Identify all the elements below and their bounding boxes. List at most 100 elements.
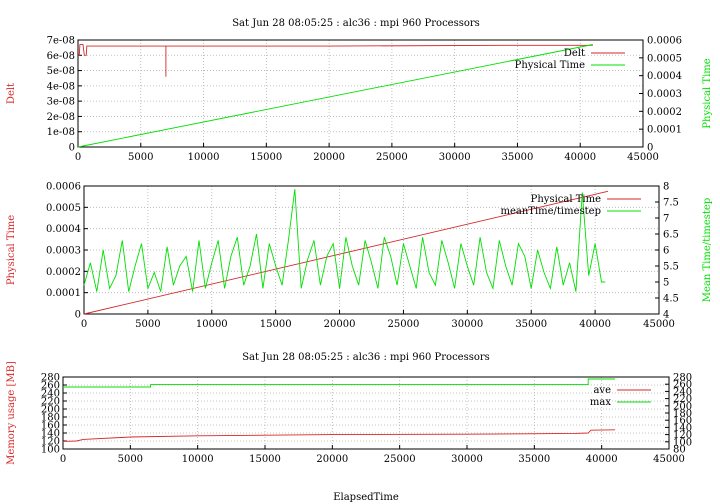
- right-tick-label: 280: [673, 373, 692, 384]
- chart-panel-mean-time: 0 5000 10000 15000 20000 25000 30000 35000 40000…: [6, 182, 713, 331]
- left-tick-label: 0.0004: [46, 224, 81, 235]
- left-tick-label: 7e-08: [47, 36, 75, 47]
- x-tick-label: 0: [75, 152, 81, 163]
- left-tick-label: 260: [41, 381, 60, 392]
- plot-frame: [62, 376, 670, 450]
- series-line-max: [63, 378, 616, 388]
- series-line-physical-time: [83, 190, 609, 315]
- left-axis-label: Delt: [6, 83, 17, 104]
- right-tick-label: 100: [673, 437, 692, 448]
- chart-panel-delt: 0 5000 10000 15000 20000 25000 30000 35000 40000…: [6, 36, 713, 164]
- right-tick-label: 6.5: [663, 230, 679, 241]
- right-tick-label: 4.5: [663, 294, 679, 305]
- right-tick-label: 0.0002: [647, 107, 682, 118]
- left-tick-label: 0.0003: [46, 246, 81, 257]
- legend-label: meanTime/timestep: [500, 206, 601, 217]
- x-tick-label: 40000: [586, 454, 618, 465]
- left-tick-label: 0.0006: [46, 182, 81, 193]
- left-tick-label: 200: [41, 405, 60, 416]
- left-tick-label: 100: [41, 445, 60, 456]
- plot-frame: [83, 185, 660, 315]
- x-tick-label: 30000: [451, 319, 483, 330]
- x-tick-label: 45000: [627, 152, 659, 163]
- right-tick-label: 0.0006: [647, 36, 682, 47]
- plot-frame: [77, 39, 644, 148]
- x-tick-label: 35000: [515, 319, 547, 330]
- right-tick-label: 5: [663, 278, 669, 289]
- right-tick-label: 200: [673, 401, 692, 412]
- x-tick-label: 5000: [135, 319, 160, 330]
- left-tick-label: 0.0005: [46, 203, 81, 214]
- right-tick-label: 5.5: [663, 262, 679, 273]
- x-tick-label: 25000: [384, 454, 416, 465]
- right-tick-label: 80: [673, 445, 686, 456]
- right-tick-label: 0.0004: [647, 71, 682, 82]
- left-axis-label: Memory usage [MB]: [6, 361, 17, 465]
- x-tick-label: 45000: [653, 454, 685, 465]
- left-tick-label: 160: [41, 421, 60, 432]
- x-tick-label: 5000: [118, 454, 143, 465]
- left-tick-label: 4e-08: [47, 81, 75, 92]
- x-tick-label: 35000: [502, 152, 534, 163]
- left-tick-label: 240: [41, 389, 60, 400]
- x-tick-label: 10000: [188, 152, 220, 163]
- right-tick-label: 220: [673, 394, 692, 405]
- x-tick-label: 30000: [439, 152, 471, 163]
- x-tick-label: 10000: [196, 319, 228, 330]
- right-tick-label: 160: [673, 416, 692, 427]
- left-tick-label: 180: [41, 413, 60, 424]
- x-tick-label: 5000: [128, 152, 153, 163]
- x-tick-label: 15000: [249, 454, 281, 465]
- right-tick-label: 0.0005: [647, 53, 682, 64]
- left-tick-label: 1e-08: [47, 127, 75, 138]
- right-tick-label: 6: [663, 246, 669, 257]
- right-axis-label: Physical Time: [702, 58, 713, 128]
- right-tick-label: 140: [673, 423, 692, 434]
- right-tick-label: 0.0003: [647, 89, 682, 100]
- left-tick-label: 6e-08: [47, 51, 75, 62]
- right-tick-label: 7: [663, 214, 669, 225]
- right-tick-label: 0: [647, 143, 653, 154]
- x-tick-label: 0: [81, 319, 87, 330]
- series-line-delt: [78, 44, 593, 77]
- legend-label: Physical Time: [531, 194, 601, 205]
- x-tick-label: 20000: [313, 152, 345, 163]
- chart-panel-memory: 0 5000 10000 15000 20000 25000 30000 35000 40000…: [6, 361, 692, 503]
- left-tick-label: 0: [69, 143, 75, 154]
- left-tick-label: 0: [75, 310, 81, 321]
- left-tick-label: 280: [41, 373, 60, 384]
- right-tick-label: 120: [673, 430, 692, 441]
- x-tick-label: 40000: [564, 152, 596, 163]
- top-title: Sat Jun 28 08:05:25 : alc36 : mpi 960 Pr…: [232, 18, 480, 29]
- x-tick-label: 25000: [388, 319, 420, 330]
- left-tick-label: 120: [41, 437, 60, 448]
- right-tick-label: 7.5: [663, 198, 679, 209]
- x-tick-label: 40000: [579, 319, 611, 330]
- left-tick-label: 140: [41, 429, 60, 440]
- x-tick-label: 35000: [518, 454, 550, 465]
- left-tick-label: 5e-08: [47, 66, 75, 77]
- x-tick-label: 15000: [260, 319, 292, 330]
- x-tick-label: 25000: [376, 152, 408, 163]
- x-tick-label: 20000: [316, 454, 348, 465]
- legend-label: Physical Time: [515, 60, 585, 71]
- series-line-ave: [62, 429, 616, 442]
- left-tick-label: 3e-08: [47, 97, 75, 108]
- right-axis-label: Mean Time/timestep: [702, 198, 713, 302]
- x-tick-label: 0: [60, 454, 66, 465]
- left-tick-label: 2e-08: [47, 112, 75, 123]
- x-tick-label: 15000: [250, 152, 282, 163]
- legend-label: ave: [593, 385, 611, 396]
- x-tick-label: 30000: [451, 454, 483, 465]
- right-tick-label: 8: [663, 182, 669, 193]
- left-tick-label: 220: [41, 397, 60, 408]
- right-tick-label: 240: [673, 387, 692, 398]
- series-line-meantime-timestep: [83, 189, 606, 292]
- x-axis-label: ElapsedTime: [333, 492, 399, 503]
- x-tick-label: 20000: [324, 319, 356, 330]
- series-line-physical-time: [77, 44, 593, 148]
- left-tick-label: 0.0002: [46, 267, 81, 278]
- right-tick-label: 0.0001: [647, 125, 682, 136]
- right-tick-label: 260: [673, 380, 692, 391]
